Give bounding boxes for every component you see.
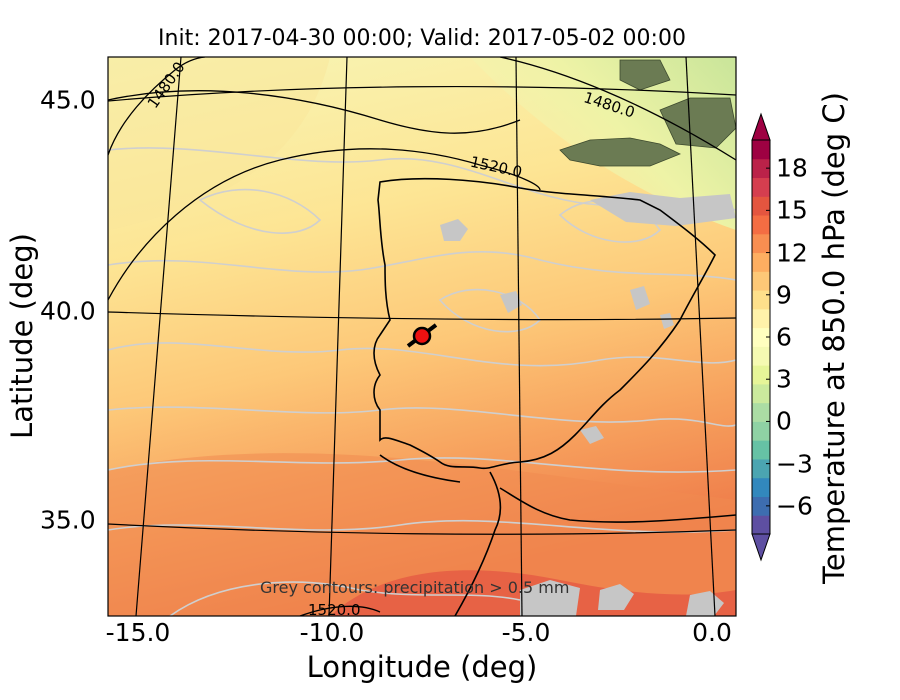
colorbar-segment bbox=[752, 327, 770, 347]
colorbar-tick-label: 3 bbox=[776, 364, 792, 394]
precipitation-note: Grey contours: precipitation > 0.5 mm bbox=[260, 578, 570, 597]
colorbar-segment bbox=[752, 402, 770, 422]
colorbar-segment bbox=[752, 308, 770, 329]
colorbar-segment bbox=[752, 458, 770, 479]
colorbar-segment bbox=[752, 365, 770, 385]
colorbar-segment bbox=[752, 158, 770, 179]
colorbar-segment bbox=[752, 140, 770, 160]
colorbar-segment bbox=[752, 290, 770, 310]
colorbar-tick-label: 18 bbox=[776, 153, 808, 183]
colorbar-label: Temperature at 850.0 hPa (deg C) bbox=[817, 92, 851, 584]
x-tick-label: -10.0 bbox=[299, 618, 365, 647]
colorbar-segment bbox=[752, 515, 770, 535]
marker-dot bbox=[412, 326, 432, 346]
precipitation-patches bbox=[440, 192, 736, 616]
colorbar-segment bbox=[752, 252, 770, 272]
colorbar-tick-label: 15 bbox=[776, 195, 808, 225]
colorbar-segment bbox=[752, 233, 770, 254]
colorbar-tick-label: −3 bbox=[776, 449, 813, 479]
colorbar-segment bbox=[752, 477, 770, 497]
plot-title: Init: 2017-04-30 00:00; Valid: 2017-05-0… bbox=[158, 26, 686, 51]
colorbar-min-extension bbox=[751, 533, 771, 562]
geopotential-contours bbox=[108, 57, 736, 616]
colorbar bbox=[751, 112, 771, 562]
colorbar-tick-label: 0 bbox=[776, 406, 792, 436]
graticule bbox=[108, 57, 736, 616]
colorbar-segment bbox=[752, 346, 770, 366]
orography-patches bbox=[559, 59, 736, 167]
y-tick-label: 35.0 bbox=[40, 505, 96, 535]
observation-marker bbox=[406, 323, 438, 348]
y-tick-label: 40.0 bbox=[40, 296, 96, 326]
warm-region-south bbox=[108, 453, 736, 616]
colorbar-segment bbox=[752, 215, 770, 235]
colorbar-max-extension bbox=[751, 112, 771, 141]
map-frame bbox=[107, 56, 737, 617]
colorbar-tick-label: 12 bbox=[776, 238, 808, 268]
contour-label: 1520.0 bbox=[308, 601, 361, 619]
colorbar-segment bbox=[752, 271, 770, 291]
x-tick-label: -5.0 bbox=[501, 618, 551, 647]
colorbar-segment bbox=[752, 177, 770, 197]
colorbar-segment bbox=[752, 440, 770, 460]
y-tick-label: 45.0 bbox=[40, 85, 96, 115]
map-panel bbox=[108, 57, 736, 616]
x-tick-label: -15.0 bbox=[105, 618, 171, 647]
colorbar-segment bbox=[752, 421, 770, 441]
x-tick-label: 0.0 bbox=[692, 618, 732, 647]
colorbar-tick-label: −6 bbox=[776, 491, 813, 521]
y-axis-label: Latitude (deg) bbox=[5, 233, 39, 439]
colorbar-segment bbox=[752, 383, 770, 404]
mild-region-west bbox=[108, 57, 330, 230]
colorbar-segment bbox=[752, 196, 770, 216]
temperature-isolines bbox=[108, 147, 736, 616]
colorbar-tick-label: 9 bbox=[776, 280, 792, 310]
colorbar-tick-label: 6 bbox=[776, 322, 792, 352]
colorbar-segment bbox=[752, 496, 770, 516]
x-axis-label: Longitude (deg) bbox=[306, 650, 538, 684]
